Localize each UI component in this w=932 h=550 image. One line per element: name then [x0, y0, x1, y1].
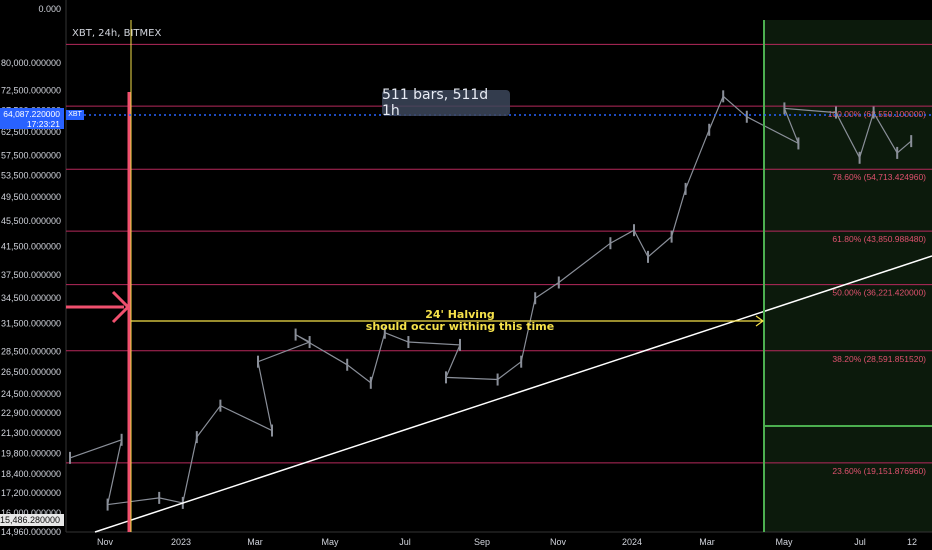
x-tick-label: 2023 — [171, 537, 191, 547]
fib-label: 38.20% (28,591.851520) — [832, 354, 926, 364]
current-price-tag: 64,087.220000 17:23:21 — [0, 108, 64, 129]
y-tick-label: 31,500.000000 — [1, 319, 61, 329]
y-tick-label: 0.000 — [38, 4, 61, 14]
x-tick-label: Sep — [474, 537, 490, 547]
fib-label: 50.00% (36,221.420000) — [832, 288, 926, 298]
y-tick-label: 16,000.000000 — [1, 508, 61, 518]
y-tick-label: 22,900.000000 — [1, 408, 61, 418]
fib-label: 23.60% (19,151.876960) — [832, 466, 926, 476]
y-tick-label: 45,500.000000 — [1, 216, 61, 226]
x-tick-label: Mar — [247, 537, 263, 547]
symbol-label: XBT, 24h, BITMEX — [72, 28, 162, 39]
fib-label: 61.80% (43,850.988480) — [832, 234, 926, 244]
halving-title: 24' Halving — [425, 308, 495, 321]
y-tick-label: 37,500.000000 — [1, 270, 61, 280]
y-tick-label: 14,960.000000 — [1, 527, 61, 537]
y-tick-label: 49,500.000000 — [1, 192, 61, 202]
x-tick-label: May — [321, 537, 339, 547]
y-tick-label: 17,200.000000 — [1, 488, 61, 498]
fib-label: 78.60% (54,713.424960) — [832, 172, 926, 182]
current-price-value: 64,087.220000 — [3, 109, 60, 119]
x-tick-label: Jul — [399, 537, 411, 547]
halving-range-arrowhead — [755, 315, 765, 327]
fib-label: 100.00% (68,550.100000) — [828, 109, 926, 119]
y-tick-label: 28,500.000000 — [1, 347, 61, 357]
x-tick-label: Mar — [699, 537, 715, 547]
x-tick-label: 12 — [907, 537, 917, 547]
x-tick-label: Jul — [854, 537, 866, 547]
y-tick-label: 41,500.000000 — [1, 242, 61, 252]
x-tick-label: Nov — [550, 537, 567, 547]
y-tick-label: 24,500.000000 — [1, 389, 61, 399]
x-tick-label: May — [775, 537, 793, 547]
y-tick-label: 34,500.000000 — [1, 293, 61, 303]
countdown-value: 17:23:21 — [26, 119, 60, 129]
y-tick-label: 53,500.000000 — [1, 171, 61, 181]
x-tick-label: 2024 — [622, 537, 642, 547]
halving-annotation: 24' Halving should occur withing this ti… — [360, 309, 560, 333]
measure-label: 511 bars, 511d 1h — [382, 87, 510, 119]
y-tick-label: 62,500.000000 — [1, 127, 61, 137]
y-tick-label: 18,400.000000 — [1, 469, 61, 479]
y-tick-label: 26,500.000000 — [1, 367, 61, 377]
y-tick-label: 21,300.000000 — [1, 428, 61, 438]
x-tick-label: Nov — [97, 537, 114, 547]
red-arrow-head — [111, 290, 131, 324]
y-tick-label: 57,500.000000 — [1, 150, 61, 160]
y-tick-label: 80,000.000000 — [1, 58, 61, 68]
halving-text: should occur withing this time — [365, 320, 555, 333]
y-tick-label: 19,800.000000 — [1, 449, 61, 459]
symbol-tag: XBT — [66, 110, 84, 120]
price-series-line — [69, 95, 912, 506]
trendline — [94, 255, 932, 533]
low-price-tag: 15,486.280000 — [0, 514, 64, 526]
y-tick-label: 72,500.000000 — [1, 85, 61, 95]
projection-region — [764, 20, 932, 532]
